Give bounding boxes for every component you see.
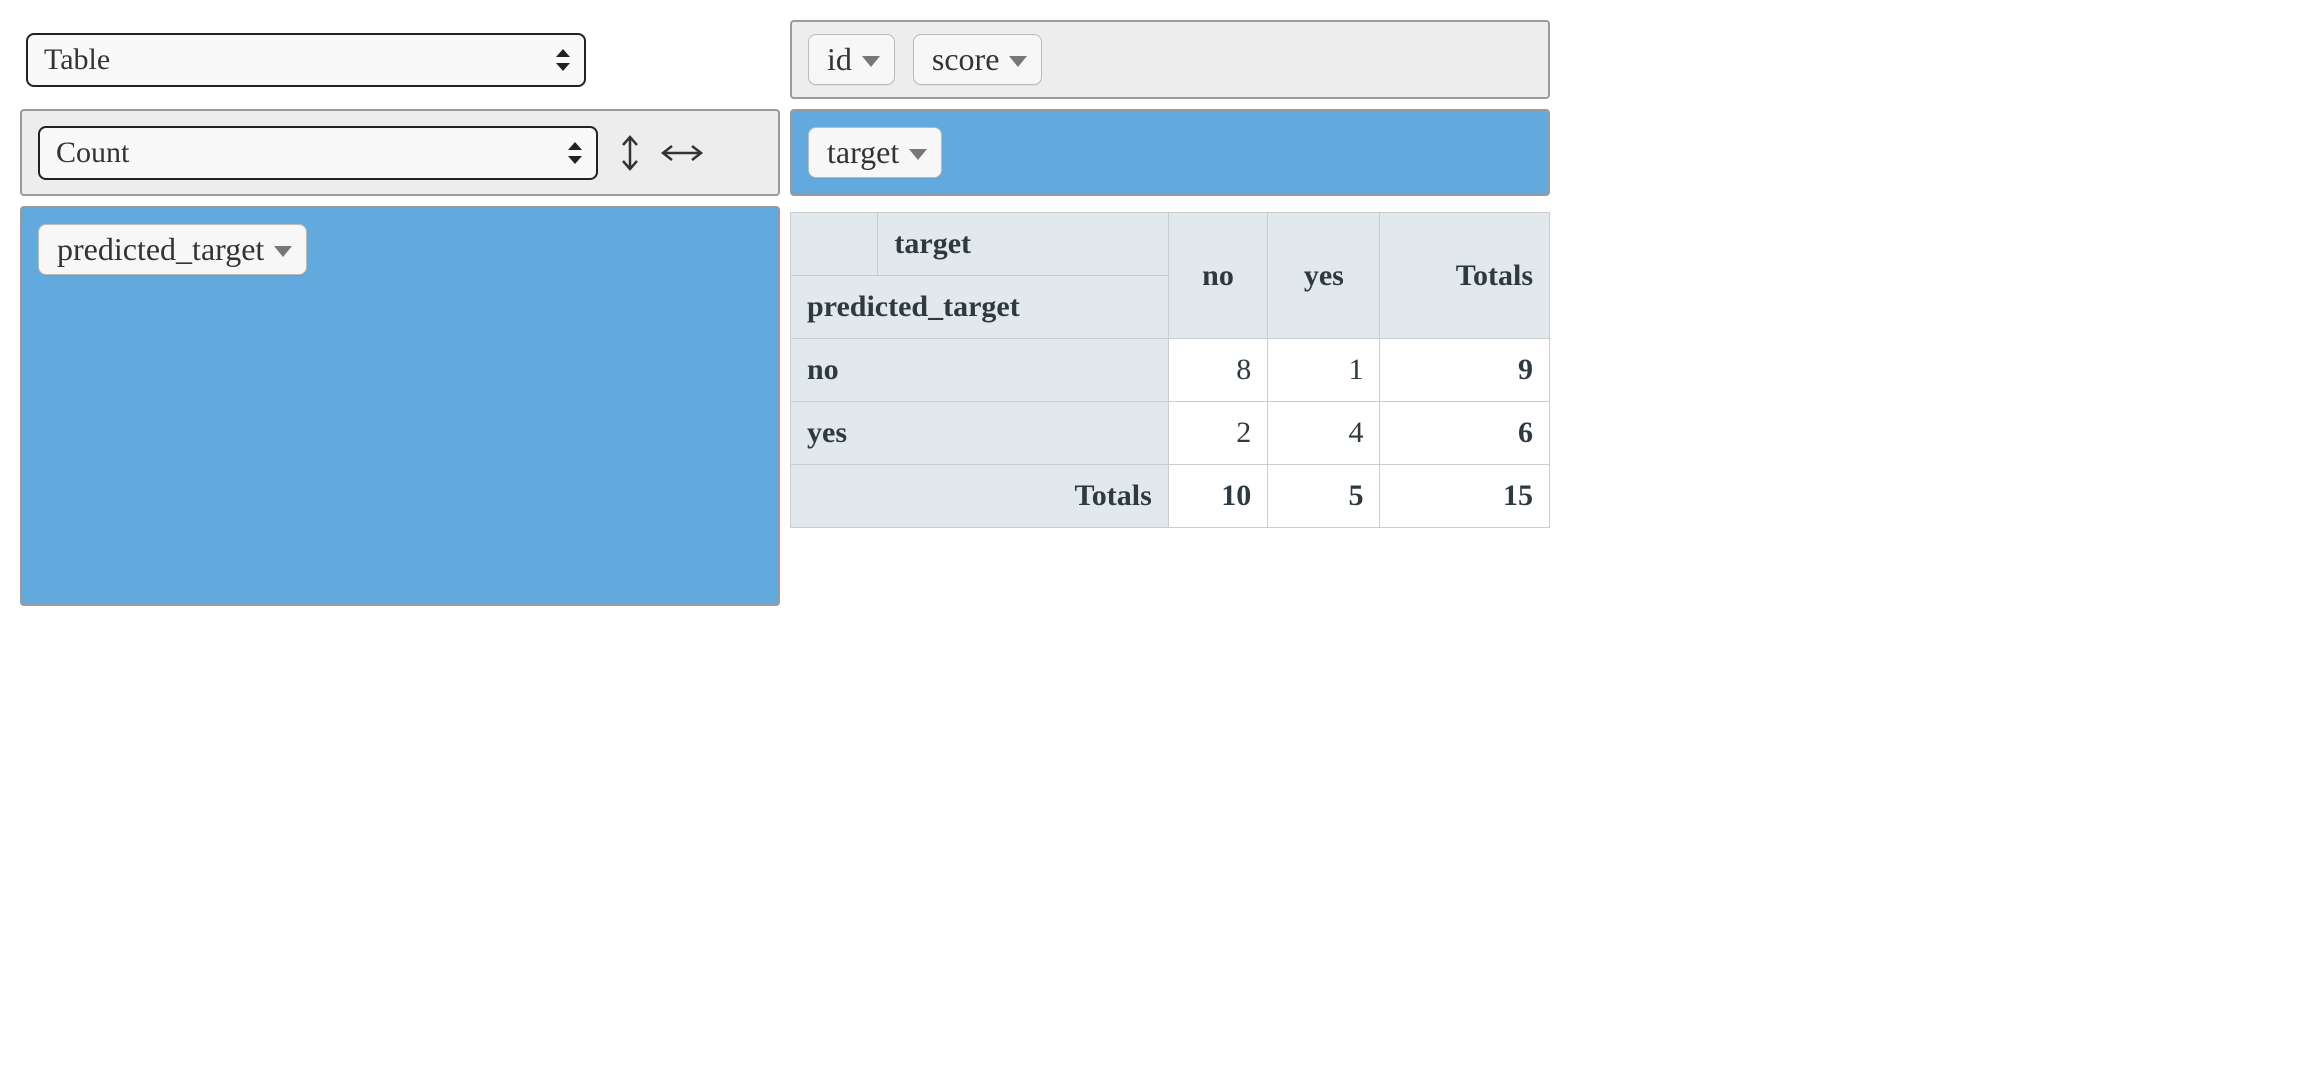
renderer-panel: Table: [20, 20, 780, 99]
attr-chip-id[interactable]: id: [808, 34, 895, 85]
renderer-select[interactable]: Table: [26, 33, 586, 87]
unused-attrs-panel[interactable]: id score: [790, 20, 1550, 99]
sort-rows-button[interactable]: [618, 134, 642, 172]
chevron-down-icon: [909, 149, 927, 160]
row-total: 9: [1380, 339, 1550, 402]
chevron-down-icon: [1009, 56, 1027, 67]
attr-chip-score[interactable]: score: [913, 34, 1043, 85]
chip-label: id: [827, 41, 852, 78]
sort-horizontal-icon: [660, 141, 704, 165]
unused-chips: id score: [808, 34, 1042, 85]
totals-header: Totals: [1380, 213, 1550, 339]
col-attr-header: target: [878, 213, 1168, 276]
aggregator-select[interactable]: Count: [38, 126, 598, 180]
attr-chip-target[interactable]: target: [808, 127, 942, 178]
row-label: yes: [791, 402, 1169, 465]
attr-chip-predicted-target[interactable]: predicted_target: [38, 224, 307, 275]
corner-blank: [791, 213, 878, 276]
pivot-ui: Table id score Count: [20, 20, 1560, 606]
cell: 1: [1268, 339, 1380, 402]
chevron-down-icon: [274, 246, 292, 257]
chip-label: target: [827, 134, 899, 171]
result-area: target no yes Totals predicted_target no…: [790, 206, 1550, 606]
totals-row: Totals 10 5 15: [791, 465, 1550, 528]
row-total: 6: [1380, 402, 1550, 465]
col-label: yes: [1268, 213, 1380, 339]
sort-vertical-icon: [618, 134, 642, 172]
chip-label: score: [932, 41, 1000, 78]
table-row: no 8 1 9: [791, 339, 1550, 402]
totals-label: Totals: [791, 465, 1169, 528]
cell: 4: [1268, 402, 1380, 465]
pivot-table: target no yes Totals predicted_target no…: [790, 212, 1550, 528]
table-row: yes 2 4 6: [791, 402, 1550, 465]
chevron-down-icon: [862, 56, 880, 67]
aggregator-panel: Count: [20, 109, 780, 196]
column-attrs-dropzone[interactable]: target: [790, 109, 1550, 196]
col-total: 10: [1168, 465, 1267, 528]
cell: 2: [1168, 402, 1267, 465]
aggregator-select-value: Count: [56, 136, 129, 170]
chip-label: predicted_target: [57, 231, 264, 268]
row-label: no: [791, 339, 1169, 402]
row-attrs-dropzone[interactable]: predicted_target: [20, 206, 780, 606]
col-label: no: [1168, 213, 1267, 339]
cell: 8: [1168, 339, 1267, 402]
updown-icon: [568, 142, 582, 164]
sort-controls: [618, 134, 704, 172]
row-attr-header: predicted_target: [791, 276, 1169, 339]
grand-total: 15: [1380, 465, 1550, 528]
sort-cols-button[interactable]: [660, 141, 704, 165]
col-total: 5: [1268, 465, 1380, 528]
renderer-select-value: Table: [44, 43, 110, 77]
updown-icon: [556, 49, 570, 71]
